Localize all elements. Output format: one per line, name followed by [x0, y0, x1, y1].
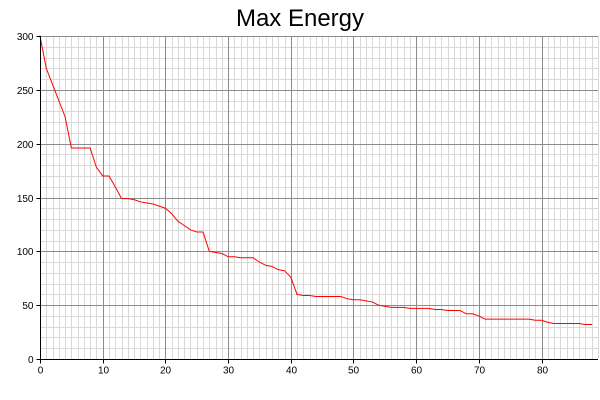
x-tick-label: 70 [474, 366, 486, 377]
series-line-0 [39, 35, 593, 326]
x-tick-label: 20 [160, 366, 172, 377]
minor-grid [40, 36, 599, 359]
y-tick-label: 100 [17, 247, 34, 258]
y-tick-label: 200 [17, 140, 34, 151]
y-tick-label: 0 [28, 355, 34, 366]
x-tick-label: 40 [286, 366, 298, 377]
y-tick-labels: 0 50 100 150 200 250 300 [17, 32, 34, 366]
y-tick-label: 150 [17, 194, 34, 205]
axes [36, 36, 598, 364]
x-tick-labels: 0 10 20 30 40 50 60 70 80 [38, 366, 549, 377]
chart-title: Max Energy [236, 5, 364, 32]
series-layer [39, 35, 593, 326]
y-tick-label: 300 [17, 32, 34, 43]
x-tick-label: 0 [38, 366, 44, 377]
x-tick-label: 30 [223, 366, 235, 377]
x-tick-label: 10 [98, 366, 110, 377]
y-tick-label: 250 [17, 86, 34, 97]
major-grid [40, 36, 598, 359]
x-tick-label: 80 [537, 366, 549, 377]
x-tick-label: 50 [348, 366, 360, 377]
y-tick-label: 50 [22, 301, 34, 312]
x-tick-label: 60 [411, 366, 423, 377]
